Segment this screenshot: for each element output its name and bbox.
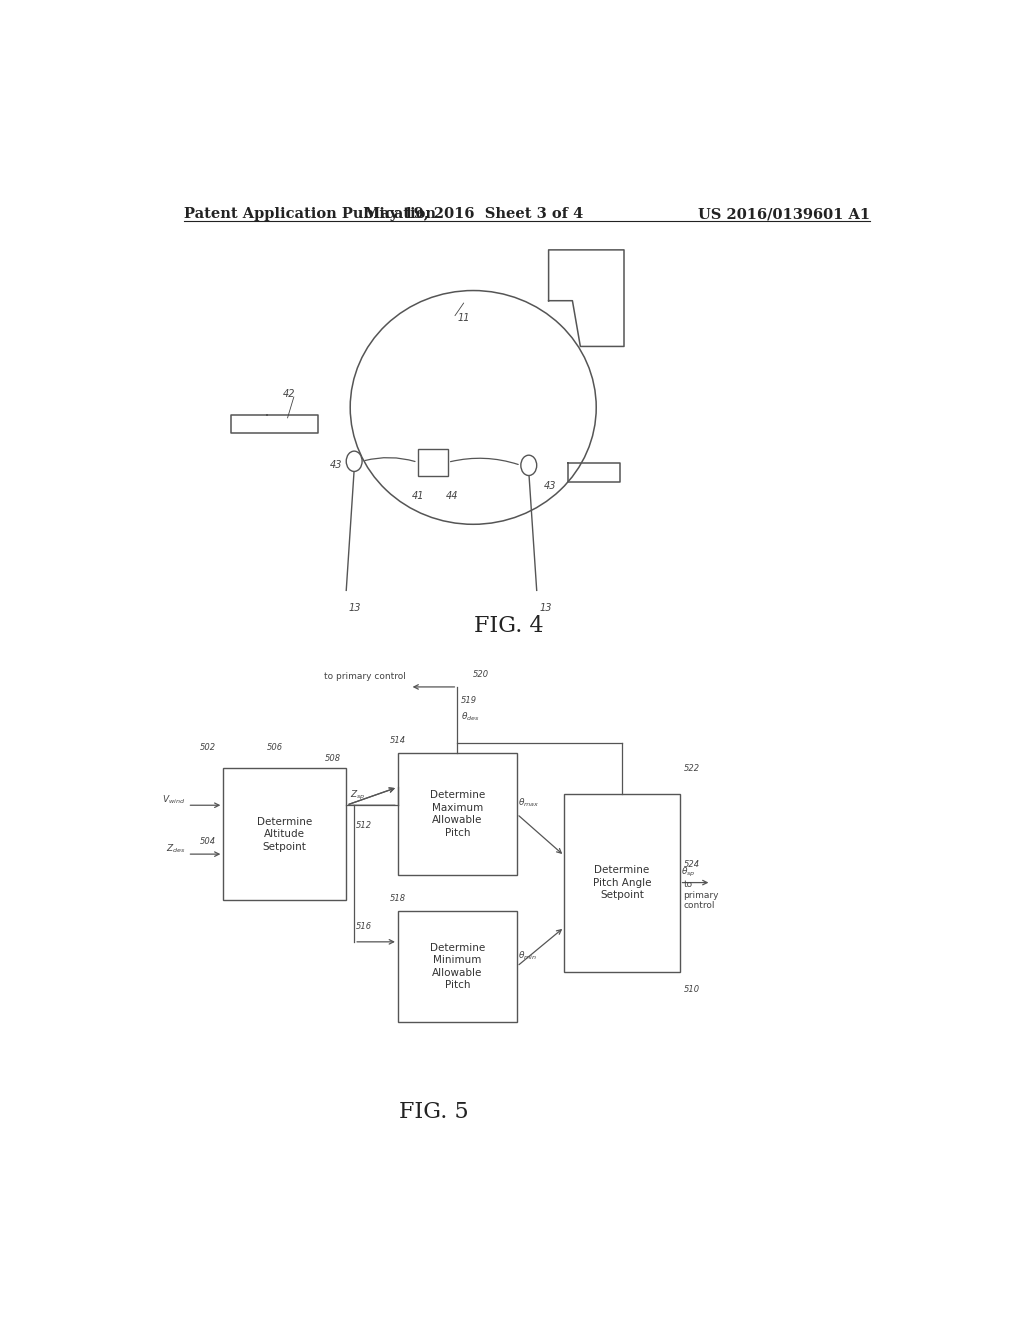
Bar	[397, 911, 517, 1022]
Bar	[397, 752, 517, 875]
Text: 519: 519	[462, 696, 477, 705]
Text: 11: 11	[458, 313, 470, 323]
Text: 514: 514	[390, 737, 406, 746]
Text: 13: 13	[539, 603, 552, 612]
Text: $Z_{des}$: $Z_{des}$	[166, 842, 185, 855]
Text: 43: 43	[544, 480, 556, 491]
Text: 512: 512	[355, 821, 372, 830]
Text: $\theta_{min}$: $\theta_{min}$	[518, 949, 538, 962]
Text: 510: 510	[684, 985, 699, 994]
Text: 508: 508	[325, 754, 341, 763]
Text: $\theta_{des}$: $\theta_{des}$	[462, 710, 480, 723]
Text: $Z_{sp}$: $Z_{sp}$	[350, 788, 366, 801]
Text: Determine
Minimum
Allowable
Pitch: Determine Minimum Allowable Pitch	[430, 942, 485, 990]
Bar	[564, 793, 680, 972]
Text: Determine
Altitude
Setpoint: Determine Altitude Setpoint	[257, 817, 312, 851]
Text: 502: 502	[200, 743, 215, 752]
Circle shape	[521, 455, 537, 475]
Text: Patent Application Publication: Patent Application Publication	[183, 207, 435, 222]
Text: 41: 41	[412, 491, 425, 500]
Text: Determine
Pitch Angle
Setpoint: Determine Pitch Angle Setpoint	[593, 865, 651, 900]
Text: to primary control: to primary control	[324, 672, 406, 681]
Text: May 19, 2016  Sheet 3 of 4: May 19, 2016 Sheet 3 of 4	[364, 207, 583, 222]
Text: FIG. 4: FIG. 4	[474, 615, 544, 638]
Text: 520: 520	[473, 671, 489, 680]
Text: 522: 522	[684, 764, 699, 772]
Circle shape	[346, 451, 362, 471]
Text: Determine
Maximum
Allowable
Pitch: Determine Maximum Allowable Pitch	[430, 791, 485, 838]
Text: 44: 44	[445, 491, 458, 500]
Text: $\theta_{sp}$: $\theta_{sp}$	[681, 866, 695, 879]
Text: $\theta_{max}$: $\theta_{max}$	[518, 797, 540, 809]
Text: 516: 516	[355, 923, 372, 931]
Text: 43: 43	[330, 461, 342, 470]
Text: US 2016/0139601 A1: US 2016/0139601 A1	[698, 207, 870, 222]
Text: 524: 524	[684, 859, 699, 869]
Text: 506: 506	[267, 743, 283, 752]
Text: $V_{wind}$: $V_{wind}$	[162, 793, 185, 807]
Bar	[418, 449, 447, 475]
Text: 518: 518	[390, 894, 406, 903]
Text: FIG. 5: FIG. 5	[398, 1101, 468, 1123]
Text: 42: 42	[283, 389, 295, 399]
Text: 504: 504	[200, 837, 215, 846]
Bar	[223, 768, 346, 900]
Text: to
primary
control: to primary control	[684, 880, 719, 909]
Text: 13: 13	[348, 603, 361, 612]
